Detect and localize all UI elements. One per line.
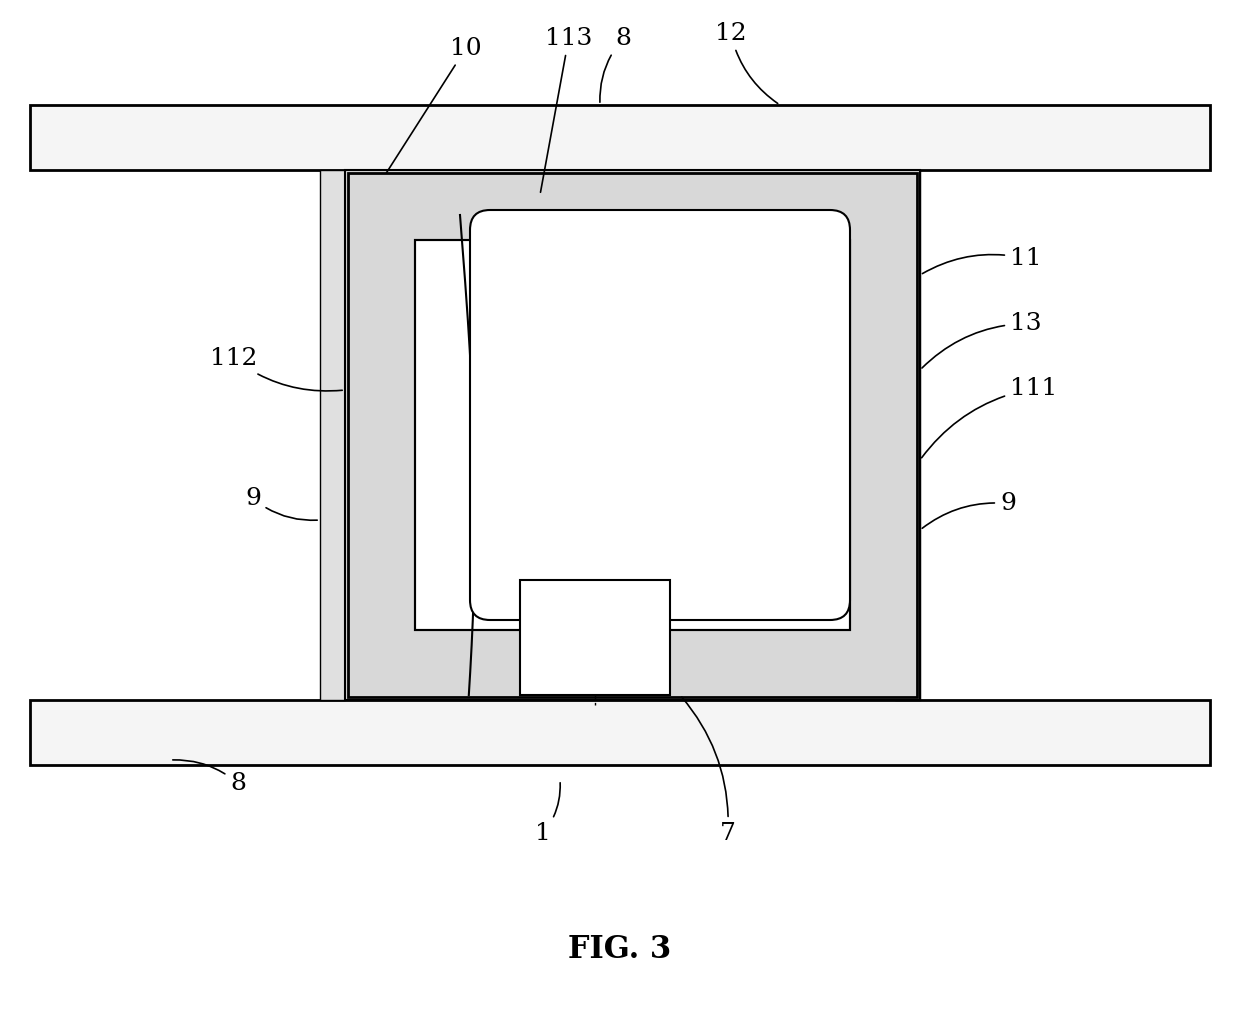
Bar (520, 580, 670, 695)
Text: 12: 12 (715, 22, 777, 103)
Text: 10: 10 (387, 37, 481, 172)
Text: 9: 9 (923, 492, 1016, 528)
Bar (415, 240, 849, 630)
Bar (345, 170, 920, 700)
Text: 11: 11 (923, 247, 1042, 273)
Text: 9: 9 (246, 487, 317, 520)
Text: 113: 113 (541, 27, 593, 192)
Bar (30, 700, 1210, 765)
Text: 1: 1 (534, 782, 560, 845)
Text: FIG. 3: FIG. 3 (568, 935, 672, 966)
Text: 7: 7 (682, 697, 735, 845)
Text: 111: 111 (921, 377, 1058, 458)
Text: 8: 8 (172, 760, 246, 795)
Text: 8: 8 (600, 27, 631, 102)
Bar (415, 240, 849, 630)
Text: 13: 13 (923, 312, 1042, 368)
Text: 112: 112 (210, 347, 342, 391)
Bar (320, 170, 345, 700)
FancyBboxPatch shape (470, 209, 849, 620)
Bar (895, 170, 920, 700)
Bar (30, 105, 1210, 170)
Bar (348, 173, 918, 697)
